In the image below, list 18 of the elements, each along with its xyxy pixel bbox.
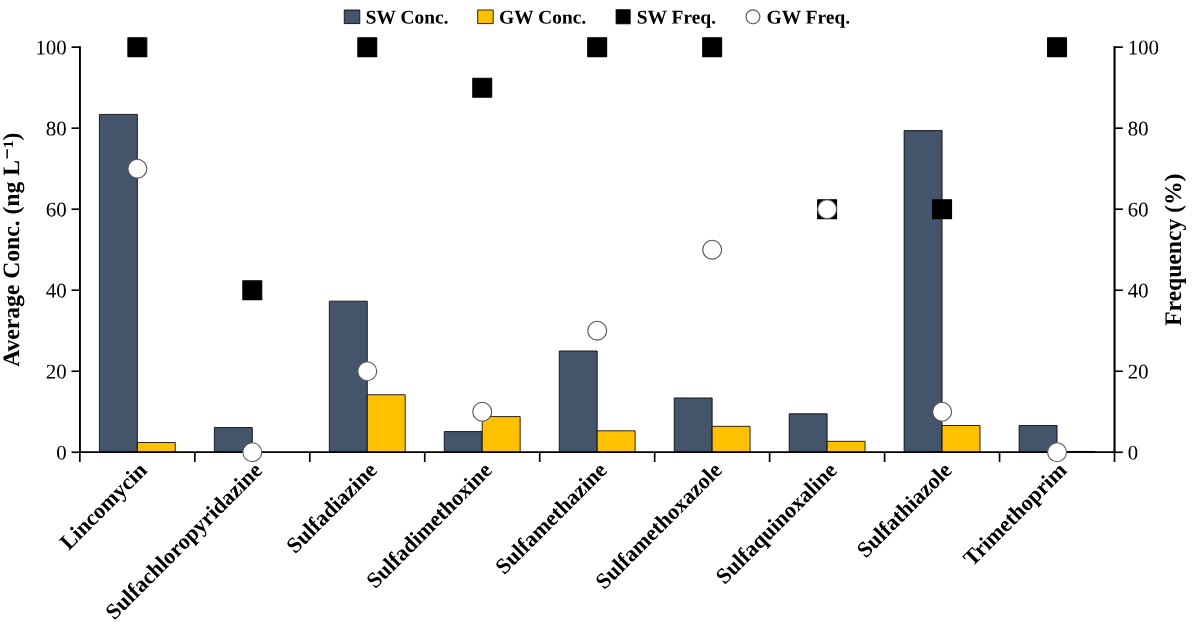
y2-tick-label: 60 xyxy=(1128,202,1148,217)
y-tick-label: 0 xyxy=(57,445,66,460)
y-tick-label: 20 xyxy=(46,364,66,379)
legend-label: GW Conc. xyxy=(500,10,586,24)
y2-tick-label: 100 xyxy=(1129,40,1159,55)
y2-tick-label: 20 xyxy=(1128,364,1148,379)
y-tick-label: 40 xyxy=(46,283,66,298)
y-axis-title: Average Conc. (ng L⁻¹) xyxy=(2,133,25,367)
legend-label: SW Conc. xyxy=(366,10,448,24)
y-tick-label: 60 xyxy=(46,202,66,217)
y2-tick-label: 80 xyxy=(1128,121,1148,136)
legend-label: GW Freq. xyxy=(767,10,850,28)
y-tick-label: 100 xyxy=(37,40,66,55)
y2-axis-title: Frequency (%) xyxy=(1164,174,1186,326)
y-tick-label: 80 xyxy=(46,121,66,136)
y2-tick-label: 0 xyxy=(1128,445,1138,460)
y2-tick-label: 40 xyxy=(1128,283,1148,298)
legend-label: SW Freq. xyxy=(637,10,716,28)
